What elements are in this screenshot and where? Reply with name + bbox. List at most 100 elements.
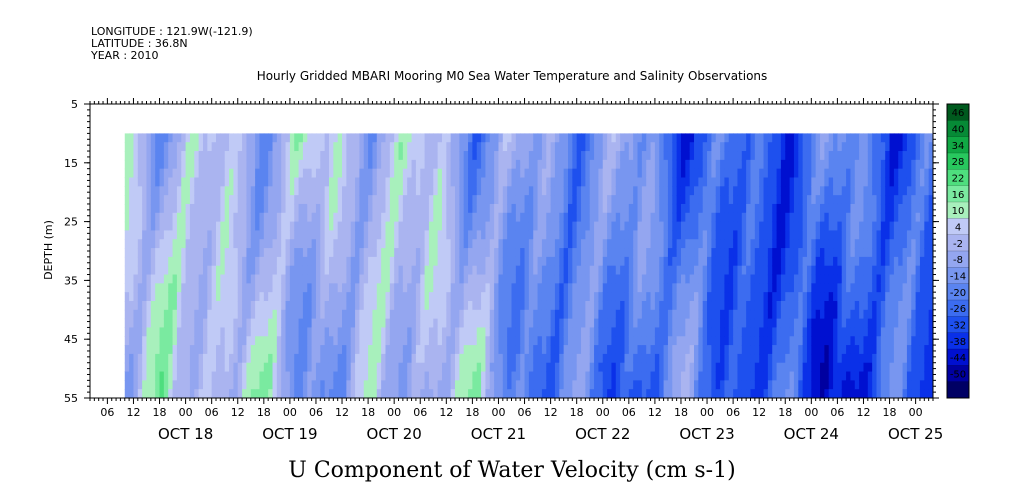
heatmap-cell [546,362,552,373]
heatmap-cell [520,274,526,284]
heatmap-cell [198,274,204,284]
heatmap-cell [472,265,478,276]
heatmap-cell [411,195,417,205]
heatmap-cell [559,248,565,258]
heatmap-cell [624,212,630,223]
heatmap-cell [368,159,374,170]
heatmap-cell [589,186,595,196]
heatmap-cell [793,389,799,398]
heatmap-cell [741,186,747,196]
heatmap-cell [155,371,161,381]
heatmap-cell [359,221,365,232]
heatmap-cell [320,151,326,161]
heatmap-cell [802,186,808,196]
heatmap-cell [268,265,274,276]
heatmap-cell [259,292,265,302]
heatmap-cell [680,345,686,355]
heatmap-cell [759,318,765,329]
heatmap-cell [611,133,617,143]
heatmap-cell [189,248,195,258]
heatmap-cell [168,353,174,364]
heatmap-cell [550,336,556,346]
heatmap-cell [220,248,226,258]
heatmap-cell [576,239,582,249]
heatmap-cell [489,380,495,390]
heatmap-cell [359,389,365,398]
heatmap-cell [528,230,534,240]
heatmap-cell [433,318,439,329]
heatmap-cell [181,159,187,170]
heatmap-cell [150,239,156,249]
heatmap-cell [724,203,730,214]
heatmap-cell [833,230,839,240]
heatmap-cell [780,389,786,398]
heatmap-cell [389,318,395,329]
heatmap-cell [633,318,639,329]
heatmap-cell [376,221,382,232]
heatmap-cell [533,230,539,240]
heatmap-cell [207,292,213,302]
heatmap-cell [129,336,135,346]
heatmap-cell [754,371,760,381]
heatmap-cell [750,362,756,373]
heatmap-cell [172,151,178,161]
heatmap-cell [237,274,243,284]
heatmap-cell [746,353,752,364]
heatmap-cell [481,371,487,381]
heatmap-cell [229,168,234,179]
heatmap-cell [576,327,582,337]
heatmap-cell [376,133,382,143]
heatmap-cell [133,274,139,284]
heatmap-cell [385,336,391,346]
heatmap-cell [620,159,626,170]
heatmap-cell [333,283,339,293]
heatmap-cell [524,327,530,337]
heatmap-cell [846,230,852,240]
heatmap-cell [546,353,552,364]
heatmap-cell [707,159,712,170]
heatmap-cell [633,353,639,364]
heatmap-cell [646,168,652,179]
heatmap-cell [328,151,334,161]
heatmap-cell [146,336,152,346]
heatmap-cell [381,380,387,390]
heatmap-cell [837,195,843,205]
heatmap-cell [711,221,717,232]
heatmap-cell [759,239,765,249]
heatmap-cell [737,336,743,346]
heatmap-cell [441,168,447,179]
heatmap-cell [793,309,799,320]
heatmap-cell [168,248,174,258]
heatmap-cell [728,248,734,258]
heatmap-cell [537,221,543,232]
heatmap-cell [515,256,521,267]
heatmap-cell [307,265,313,276]
heatmap-cell [268,292,274,302]
heatmap-cell [524,362,530,373]
heatmap-cell [398,248,404,258]
heatmap-cell [355,318,361,329]
heatmap-cell [268,371,274,381]
heatmap-cell [407,389,413,398]
heatmap-cell [785,336,791,346]
heatmap-cell [255,221,261,232]
heatmap-cell [233,362,239,373]
heatmap-cell [398,142,404,152]
heatmap-cell [672,195,678,205]
heatmap-cell [489,318,495,329]
heatmap-cell [720,159,726,170]
heatmap-cell [185,345,191,355]
heatmap-cell [711,168,717,179]
heatmap-cell [441,142,447,152]
heatmap-cell [607,309,613,320]
heatmap-cell [207,239,213,249]
heatmap-cell [137,389,143,398]
heatmap-cell [520,380,526,390]
heatmap-cell [150,336,156,346]
heatmap-cell [698,300,704,311]
heatmap-cell [189,371,195,381]
heatmap-cell [298,371,304,381]
heatmap-cell [741,248,747,258]
heatmap-cell [759,362,765,373]
heatmap-cell [350,239,356,249]
